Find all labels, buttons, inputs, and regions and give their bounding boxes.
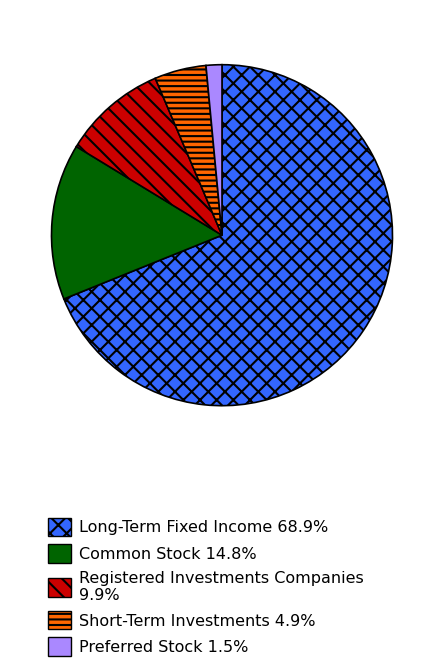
Wedge shape [64, 65, 392, 406]
Wedge shape [52, 146, 222, 299]
Wedge shape [155, 65, 222, 235]
Wedge shape [206, 65, 222, 235]
Wedge shape [76, 79, 222, 235]
Legend: Long-Term Fixed Income 68.9%, Common Stock 14.8%, Registered Investments Compani: Long-Term Fixed Income 68.9%, Common Sto… [44, 513, 368, 661]
